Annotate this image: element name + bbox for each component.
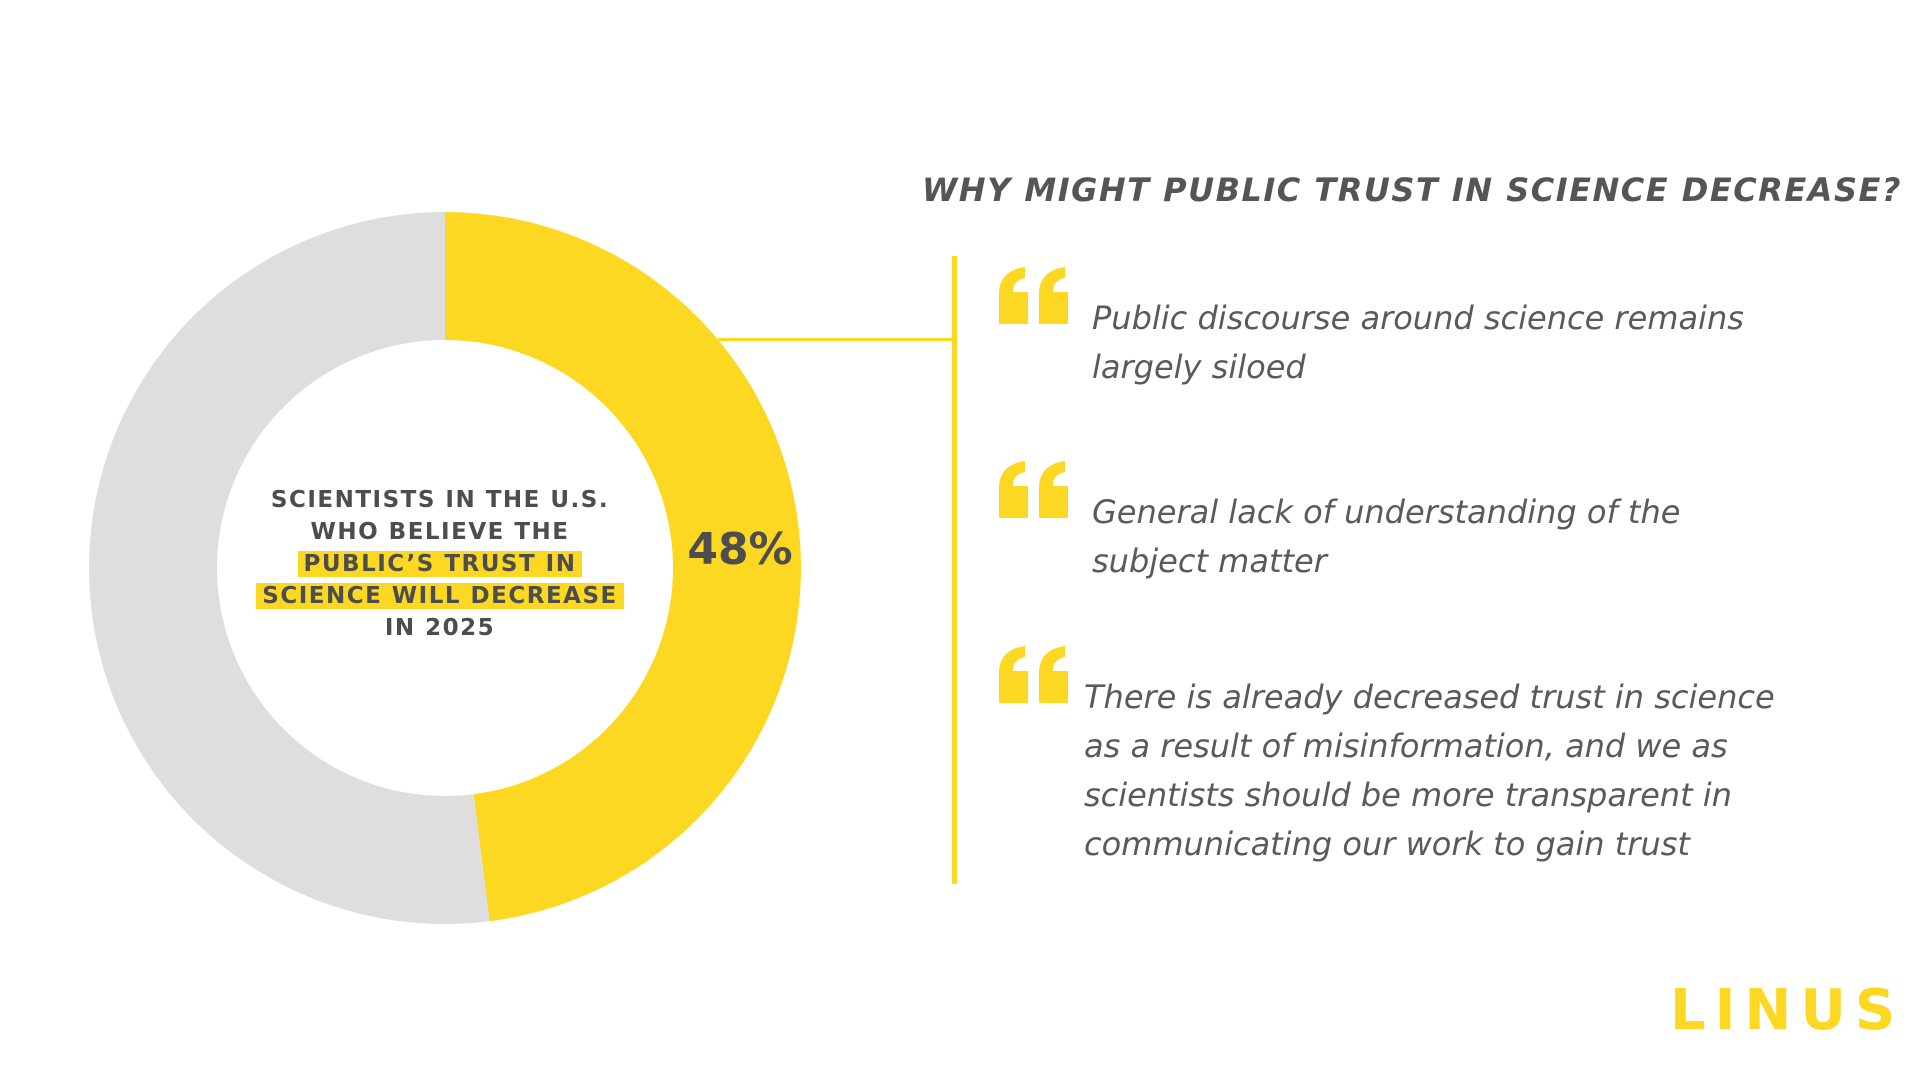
- center-label-line-5: IN 2025: [384, 615, 496, 641]
- donut-center-label: SCIENTISTS IN THE U.S. WHO BELIEVE THE P…: [240, 484, 640, 644]
- center-label-line-4: SCIENCE WILL DECREASE: [240, 580, 640, 612]
- quote-2-line-2: subject matter: [1092, 542, 1327, 580]
- center-label-line-1: SCIENTISTS IN THE U.S.: [270, 487, 610, 513]
- quote-3-line-2: as a result of misinformation, and we as: [1084, 727, 1728, 765]
- donut-slice-1: [445, 212, 801, 922]
- question-title: WHY MIGHT PUBLIC TRUST IN SCIENCE DECREA…: [922, 171, 1902, 209]
- quotes-divider-line: [952, 256, 957, 884]
- donut-slice-2: [89, 212, 490, 924]
- quote-3: There is already decreased trust in scie…: [1084, 673, 1844, 869]
- quote-2-line-1: General lack of understanding of the: [1092, 493, 1681, 531]
- quote-1: Public discourse around science remains …: [1092, 294, 1852, 392]
- connector-line: [718, 338, 955, 341]
- quote-mark-icon: [999, 646, 1068, 703]
- quote-mark-icon: [999, 267, 1068, 324]
- linus-logo: LINUS: [1670, 978, 1905, 1043]
- center-label-line-2: WHO BELIEVE THE: [310, 519, 570, 545]
- slice-value-label: 48%: [687, 524, 793, 575]
- quote-2: General lack of understanding of the sub…: [1092, 488, 1852, 586]
- quote-3-line-3: scientists should be more transparent in: [1084, 776, 1732, 814]
- quote-3-line-1: There is already decreased trust in scie…: [1084, 678, 1775, 716]
- quote-3-line-4: communicating our work to gain trust: [1084, 825, 1690, 863]
- quote-1-line-1: Public discourse around science remains: [1092, 299, 1744, 337]
- quote-mark-icon: [999, 461, 1068, 518]
- quote-1-line-2: largely siloed: [1092, 348, 1306, 386]
- center-label-line-3: PUBLIC’S TRUST IN: [240, 548, 640, 580]
